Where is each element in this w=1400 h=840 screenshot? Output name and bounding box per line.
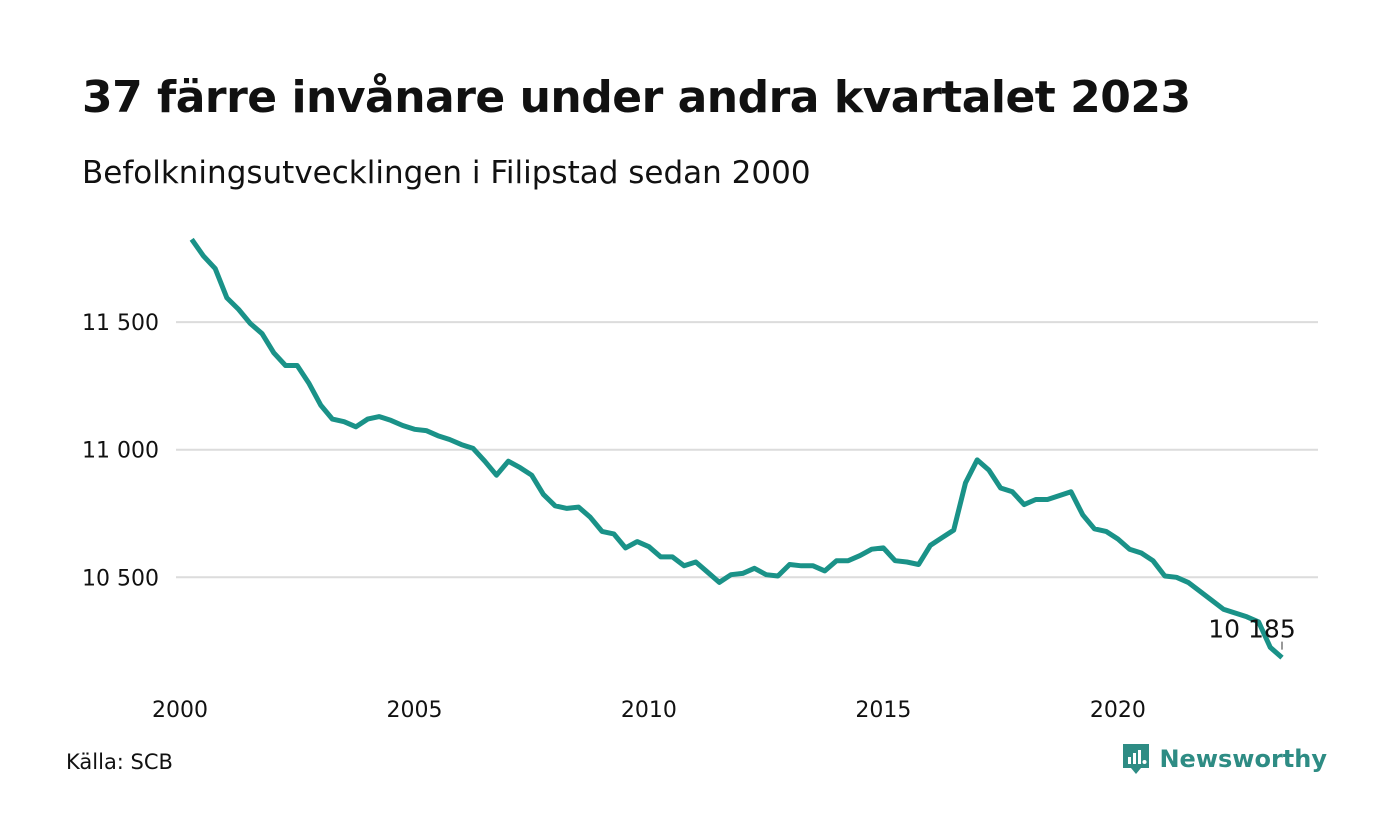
x-axis-ticks: 2000 2005 2010 2015 2020 [152, 698, 1146, 723]
series-line-0 [189, 237, 1284, 660]
source-note: Källa: SCB [66, 750, 173, 774]
x-tick-label: 2020 [1090, 698, 1146, 723]
x-tick-label: 2015 [855, 698, 911, 723]
x-tick-label: 2000 [152, 698, 208, 723]
end-value-label: 10 185 [1208, 615, 1295, 644]
newsworthy-icon [1123, 744, 1150, 774]
grid-lines [176, 321, 1318, 579]
x-tick-label: 2005 [386, 698, 442, 723]
chart-subtitle: Befolkningsutvecklingen i Filipstad seda… [82, 155, 811, 191]
y-tick-label: 11 000 [82, 439, 159, 464]
y-tick-label: 10 500 [82, 566, 159, 591]
annotation-layer: 10 185 [1208, 615, 1296, 650]
y-axis-ticks: 10 500 11 000 11 500 [82, 311, 159, 591]
series-layer [189, 237, 1284, 660]
chart-title: 37 färre invånare under andra kvartalet … [82, 72, 1191, 123]
brand-logo[interactable]: Newsworthy [1121, 742, 1327, 776]
brand-name: Newsworthy [1159, 745, 1327, 773]
x-tick-label: 2010 [621, 698, 677, 723]
y-tick-label: 11 500 [82, 311, 159, 336]
